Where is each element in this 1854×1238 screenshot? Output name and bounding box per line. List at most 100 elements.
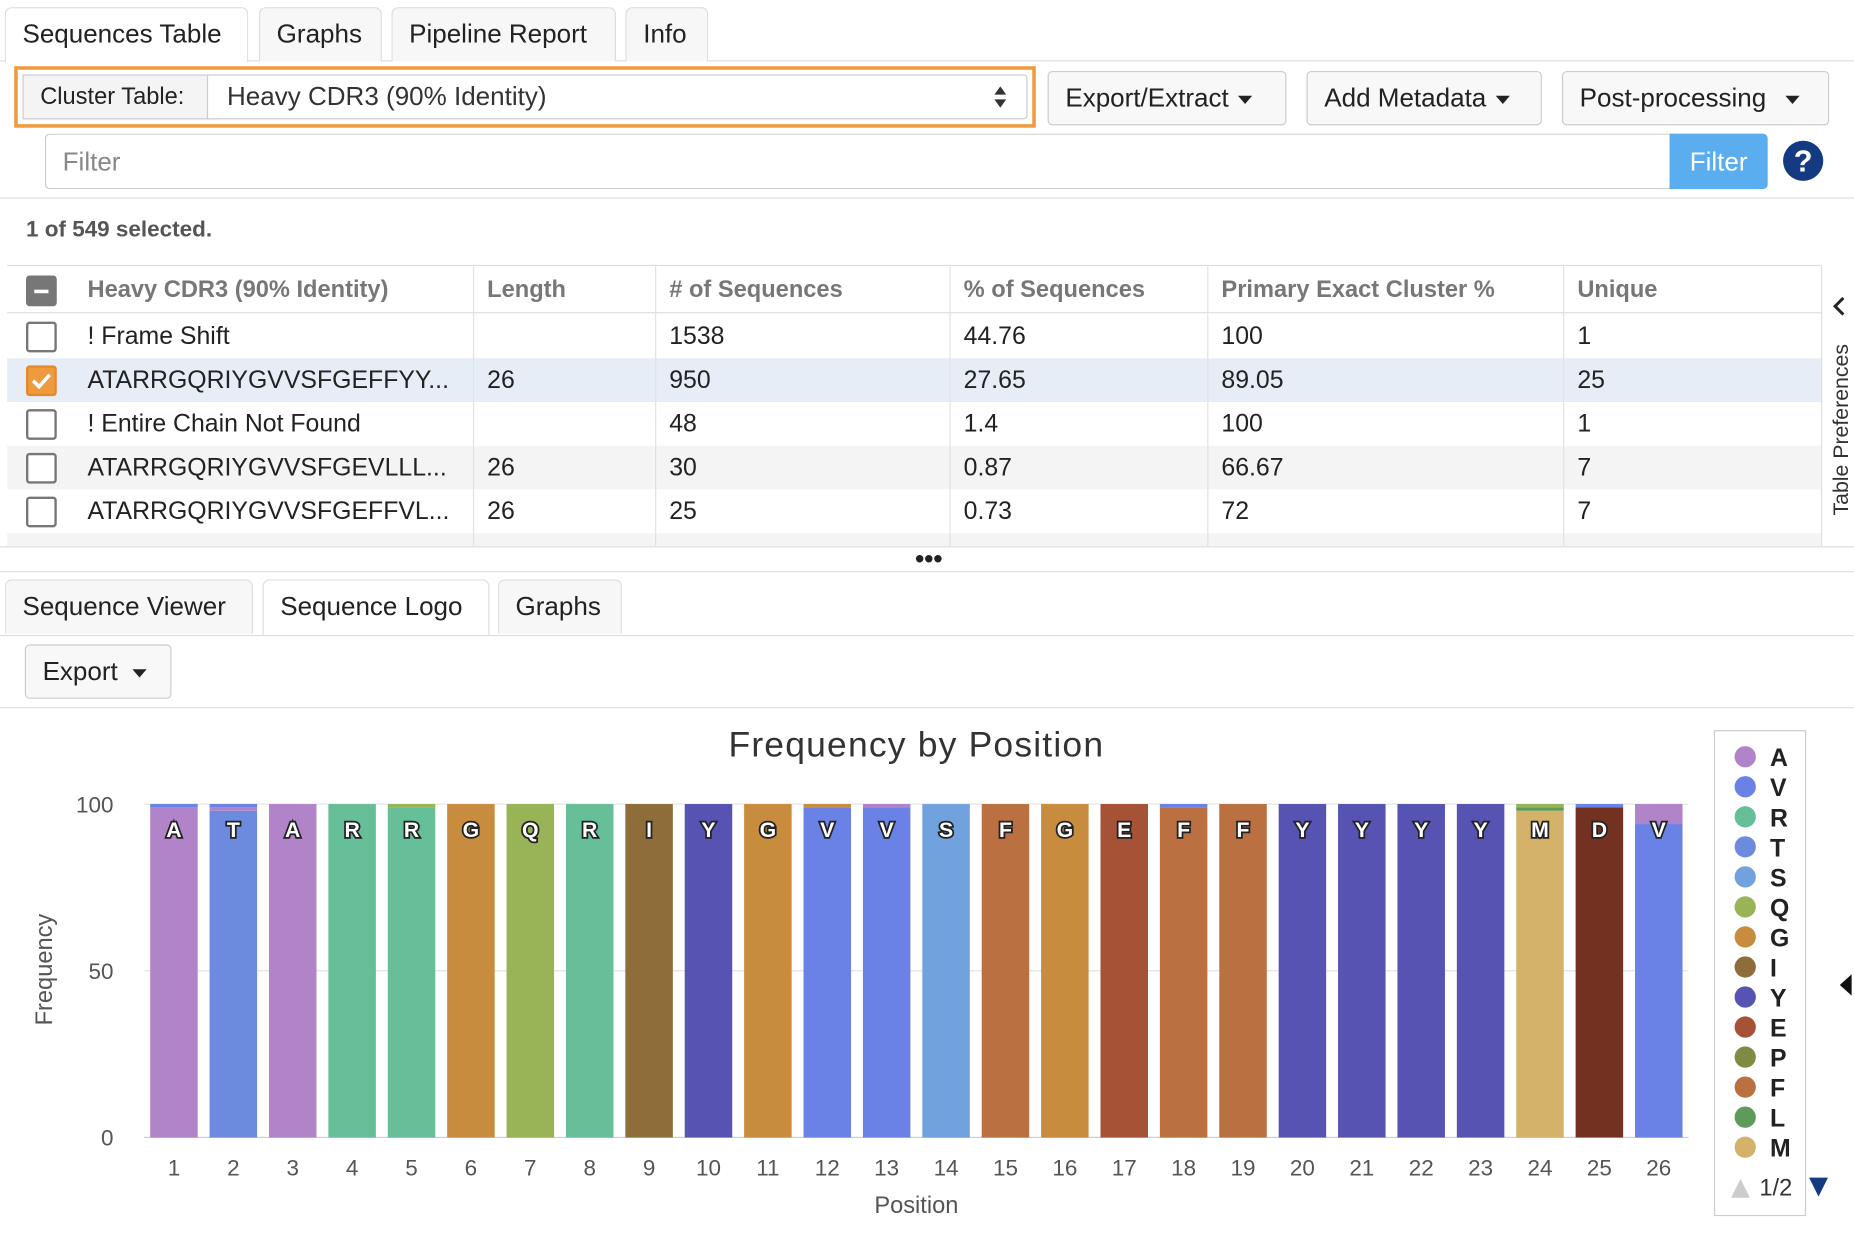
row-checkbox[interactable] <box>26 321 57 353</box>
legend-swatch <box>1734 1076 1756 1098</box>
bar-segment <box>1575 804 1624 808</box>
cluster-table-select[interactable]: Heavy CDR3 (90% Identity) <box>206 74 1028 120</box>
tab-sequence-logo[interactable]: Sequence Logo <box>262 579 490 635</box>
column-divider <box>472 266 475 547</box>
row-checkbox[interactable] <box>26 365 57 397</box>
bar-residue-label: Y <box>1473 818 1487 842</box>
column-header[interactable]: Primary Exact Cluster % <box>1221 276 1495 303</box>
bar-residue-label: F <box>1237 818 1250 842</box>
table-cell: 89.05 <box>1221 366 1284 394</box>
table-cell: 26 <box>487 366 515 394</box>
export-extract-button[interactable]: Export/Extract <box>1047 70 1287 126</box>
table-preferences-label: Table Preferences <box>1829 343 1853 516</box>
bar-segment <box>1219 804 1267 1138</box>
bar-segment <box>862 804 911 808</box>
x-tick-label: 17 <box>1112 1155 1137 1180</box>
x-tick-label: 1 <box>168 1155 181 1180</box>
chevron-down-icon <box>1495 95 1510 104</box>
bar-segment <box>684 804 733 1138</box>
bar-residue-label: F <box>1177 818 1190 842</box>
bar-segment <box>1575 807 1624 1138</box>
x-tick-label: 20 <box>1290 1155 1315 1180</box>
tab-sequence-viewer[interactable]: Sequence Viewer <box>4 579 254 634</box>
select-all-checkbox[interactable] <box>26 275 57 307</box>
row-checkbox[interactable] <box>26 496 57 528</box>
table-cell: 950 <box>669 366 711 394</box>
table-preferences-panel[interactable]: Table Preferences <box>1820 264 1854 547</box>
row-checkbox[interactable] <box>26 409 57 440</box>
bar-segment <box>447 804 495 1138</box>
bar-segment <box>922 804 970 1138</box>
bar-segment <box>209 804 258 808</box>
column-header[interactable]: # of Sequences <box>669 276 843 303</box>
legend-item-label: M <box>1770 1136 1791 1163</box>
table-cell: ! Entire Chain Not Found <box>87 410 361 438</box>
column-header[interactable]: Unique <box>1577 276 1658 303</box>
legend-swatch <box>1734 956 1756 978</box>
legend-item-label: Q <box>1770 895 1789 922</box>
table-cell: 7 <box>1577 497 1592 525</box>
post-processing-button[interactable]: Post-processing <box>1561 70 1830 126</box>
table-cell: 1538 <box>669 322 725 350</box>
bar-residue-label: F <box>999 818 1012 842</box>
tab-graphs[interactable]: Graphs <box>258 7 382 62</box>
x-tick-label: 22 <box>1409 1155 1434 1180</box>
tab-pipeline-report[interactable]: Pipeline Report <box>391 7 617 62</box>
legend-swatch <box>1734 926 1756 948</box>
tab-info[interactable]: Info <box>625 7 709 62</box>
table-cell: 1 <box>1577 410 1592 438</box>
table-cell: 100 <box>1221 322 1263 350</box>
x-tick-label: 6 <box>465 1155 477 1180</box>
bar-segment <box>387 804 436 808</box>
legend-item-label: P <box>1770 1046 1787 1073</box>
help-icon[interactable]: ? <box>1783 140 1824 181</box>
bar-segment <box>387 807 436 1138</box>
filter-input[interactable]: Filter <box>44 133 1672 190</box>
bar-segment <box>1635 804 1683 825</box>
bar-segment <box>150 804 198 808</box>
table-row[interactable]: ATARRGQRIYGVVSFGEFFYY... 26 950 27.65 89.05 2… <box>7 358 1821 403</box>
table-cell: 26 <box>487 454 515 482</box>
collapse-arrow-icon[interactable] <box>1839 974 1852 996</box>
column-header[interactable]: Heavy CDR3 (90% Identity) <box>87 276 389 303</box>
x-tick-label: 11 <box>756 1155 779 1180</box>
table-cell: ! Frame Shift <box>87 322 230 350</box>
tab-graphs-bottom[interactable]: Graphs <box>497 579 622 634</box>
legend-swatch <box>1734 1046 1756 1068</box>
bar-segment <box>268 804 317 1138</box>
table-cell: 100 <box>1221 410 1263 438</box>
bar-residue-label: G <box>1057 818 1074 842</box>
table-row[interactable]: ATARRGQRIYGVVSFGEFFVL... 26 25 0.73 72 7 <box>7 490 1821 534</box>
legend-item-label: S <box>1770 865 1787 892</box>
bar-residue-label: V <box>1652 818 1667 842</box>
table-row[interactable]: ! Frame Shift 1538 44.76 100 1 <box>7 315 1821 359</box>
divider <box>0 197 1854 199</box>
table-cell: 1 <box>1577 322 1592 350</box>
table-row[interactable]: ! Entire Chain Not Found 48 1.4 100 1 <box>7 402 1821 446</box>
cluster-table-highlight: Cluster Table: Heavy CDR3 (90% Identity) <box>14 66 1036 128</box>
filter-button[interactable]: Filter <box>1669 133 1768 190</box>
legend-prev-icon[interactable] <box>1731 1178 1750 1198</box>
panel-splitter[interactable]: ••• <box>0 543 1854 574</box>
table-cell: 48 <box>669 410 697 438</box>
column-header[interactable]: % of Sequences <box>963 276 1146 303</box>
table-header: Heavy CDR3 (90% Identity) Length # of Se… <box>7 266 1821 314</box>
bar-segment <box>1635 824 1683 1138</box>
bar-residue-label: V <box>880 818 895 842</box>
table-row[interactable]: ATARRGQRIYGVVSFGEVLLL... 26 30 0.87 66.67 7 <box>7 445 1821 490</box>
tab-sequences-table[interactable]: Sequences Table <box>4 7 249 63</box>
drag-handle-icon[interactable]: ••• <box>915 543 943 574</box>
row-checkbox[interactable] <box>26 452 57 484</box>
column-header[interactable]: Length <box>487 276 566 303</box>
table-row[interactable] <box>7 533 1821 547</box>
legend-item-label: F <box>1770 1076 1785 1103</box>
export-button[interactable]: Export <box>24 644 172 699</box>
add-metadata-button[interactable]: Add Metadata <box>1306 70 1542 126</box>
export-label: Export <box>42 656 118 686</box>
legend-next-icon[interactable] <box>1809 1177 1828 1197</box>
bar-segment <box>981 804 1030 1138</box>
checkmark-icon <box>31 373 51 390</box>
bar-residue-label: R <box>344 818 359 842</box>
